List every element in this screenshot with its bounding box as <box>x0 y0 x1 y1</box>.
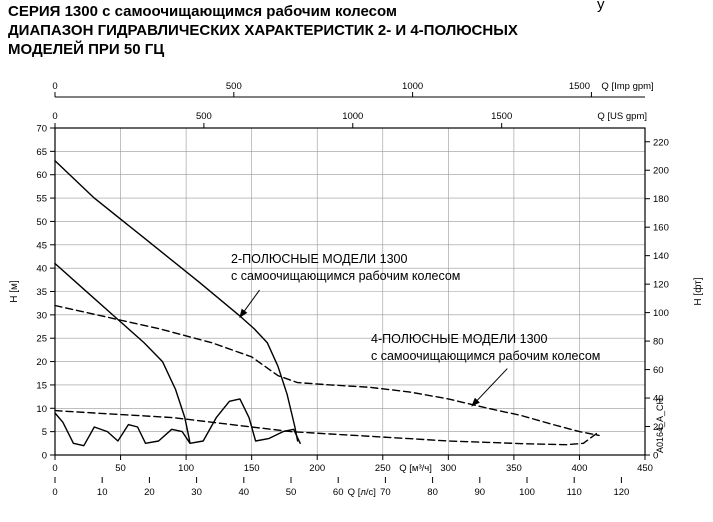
tick-label: 200 <box>309 463 325 474</box>
tick-label: 500 <box>226 81 242 92</box>
tick-label: 5 <box>42 427 47 438</box>
curve-4-pole-upper-envelope <box>54 304 600 437</box>
axis-label-m3h: Q [м³/ч] <box>399 463 432 474</box>
arrow-to-4-pole-region <box>471 368 508 407</box>
annotation-2-pole: 2-ПОЛЮСНЫЕ МОДЕЛИ 1300 с самоочищающимся… <box>231 251 460 285</box>
tick-label: 120 <box>653 280 669 291</box>
tick-label: 450 <box>637 463 653 474</box>
tick-label: 180 <box>653 194 669 205</box>
tick-label: 100 <box>178 463 194 474</box>
axis-top-us-gpm: 0 500 1000 1500 Q [US gpm] <box>52 111 647 128</box>
tick-label: 0 <box>52 111 57 122</box>
axis-top-imp-gpm: 0 500 1000 1500 Q [Imp gpm] <box>52 81 654 98</box>
tick-label: 160 <box>653 223 669 234</box>
tick-label: 20 <box>653 422 664 433</box>
tick-label: 55 <box>36 194 47 205</box>
tick-label: 20 <box>144 487 155 498</box>
curve-2-pole-upper-envelope <box>54 159 299 442</box>
tick-label: 1000 <box>342 111 363 122</box>
axis-label-us-gpm: Q [US gpm] <box>597 111 647 122</box>
drawing-code: A0164_A_CH <box>655 398 665 453</box>
tick-label: 40 <box>653 394 664 405</box>
grid <box>55 128 645 455</box>
tick-label: 40 <box>239 487 250 498</box>
tick-label: 50 <box>36 217 47 228</box>
tick-label: 60 <box>333 487 344 498</box>
tick-label: 35 <box>36 287 47 298</box>
axis-bottom-m3h: 0 50 100 150 200 250 300 350 400 450 Q [м³/ч] <box>52 455 653 474</box>
tick-label: 65 <box>36 147 47 158</box>
watermark: A0164_A_CH <box>655 398 665 453</box>
tick-label: 30 <box>191 487 202 498</box>
tick-label: 20 <box>36 357 47 368</box>
tick-label: 350 <box>506 463 522 474</box>
tick-label: 1000 <box>402 81 423 92</box>
tick-label: 120 <box>613 487 629 498</box>
tick-label: 90 <box>475 487 486 498</box>
tick-label: 110 <box>567 487 582 498</box>
tick-label: 50 <box>115 463 126 474</box>
tick-label: 50 <box>286 487 297 498</box>
axis-label-imp-gpm: Q [Imp gpm] <box>601 81 653 92</box>
tick-label: 40 <box>36 264 47 275</box>
tick-label: 300 <box>440 463 456 474</box>
axis-right-ft: 0 20 40 60 80 100 120 140 160 180 200 220 H [фт] <box>645 137 704 462</box>
tick-label: 1500 <box>569 81 590 92</box>
page-title-line1: СЕРИЯ 1300 с самоочищающимся рабочим кол… <box>8 3 398 20</box>
tick-label: 0 <box>52 81 57 92</box>
tick-label: 70 <box>36 124 47 135</box>
tick-label: 10 <box>97 487 108 498</box>
tick-label: 45 <box>36 240 47 251</box>
annotation-2-pole-line2: с самоочищающимся рабочим колесом <box>231 269 461 283</box>
tick-label: 200 <box>653 166 669 177</box>
axis-label-ls: Q [л/с] <box>348 487 376 498</box>
arrow-to-2-pole-region <box>239 289 260 319</box>
curve-4-pole-lower-envelope <box>54 409 600 446</box>
tick-label: 60 <box>36 170 47 181</box>
page-title-line2: ДИАПАЗОН ГИДРАВЛИЧЕСКИХ ХАРАКТЕРИСТИК 2-… <box>8 22 518 39</box>
page-title-line3: МОДЕЛЕЙ ПРИ 50 ГЦ <box>8 41 165 58</box>
stray-character: у <box>597 0 605 13</box>
tick-label: 80 <box>427 487 438 498</box>
tick-label: 0 <box>52 463 57 474</box>
tick-label: 0 <box>42 451 47 462</box>
axis-label-h-m: H [м] <box>9 280 20 303</box>
annotation-4-pole-line1: 4-ПОЛЮСНЫЕ МОДЕЛИ 1300 <box>371 332 548 346</box>
curve-2-pole-mid-curve <box>54 262 191 444</box>
tick-label: 1500 <box>491 111 512 122</box>
annotation-arrows <box>239 289 508 407</box>
tick-label: 500 <box>196 111 212 122</box>
tick-label: 0 <box>52 487 57 498</box>
annotation-2-pole-line1: 2-ПОЛЮСНЫЕ МОДЕЛИ 1300 <box>231 252 408 266</box>
tick-label: 0 <box>653 451 658 462</box>
tick-label: 400 <box>572 463 588 474</box>
tick-label: 10 <box>36 404 47 415</box>
tick-label: 30 <box>36 310 47 321</box>
tick-label: 15 <box>36 380 47 391</box>
tick-label: 60 <box>653 365 664 376</box>
axis-bottom-ls: 0 10 20 30 40 50 60 70 80 90 100 110 120 Q [л/с] <box>52 477 629 498</box>
axis-label-h-ft: H [фт] <box>692 277 704 305</box>
curve-2-pole-lower-zigzag <box>54 398 301 447</box>
tick-label: 70 <box>380 487 391 498</box>
tick-label: 250 <box>375 463 391 474</box>
tick-label: 25 <box>36 334 47 345</box>
annotation-4-pole-line2: с самоочищающимся рабочим колесом <box>371 349 601 363</box>
annotation-4-pole: 4-ПОЛЮСНЫЕ МОДЕЛИ 1300 с самоочищающимся… <box>371 331 600 365</box>
tick-label: 150 <box>244 463 260 474</box>
tick-label: 100 <box>653 308 669 319</box>
tick-label: 80 <box>653 337 664 348</box>
tick-label: 100 <box>519 487 535 498</box>
tick-label: 220 <box>653 137 669 148</box>
axis-left-m: 0 5 10 15 20 25 30 35 40 45 50 55 60 65 70 H [м] <box>9 124 55 462</box>
tick-label: 140 <box>653 251 669 262</box>
series-curves <box>54 159 600 447</box>
